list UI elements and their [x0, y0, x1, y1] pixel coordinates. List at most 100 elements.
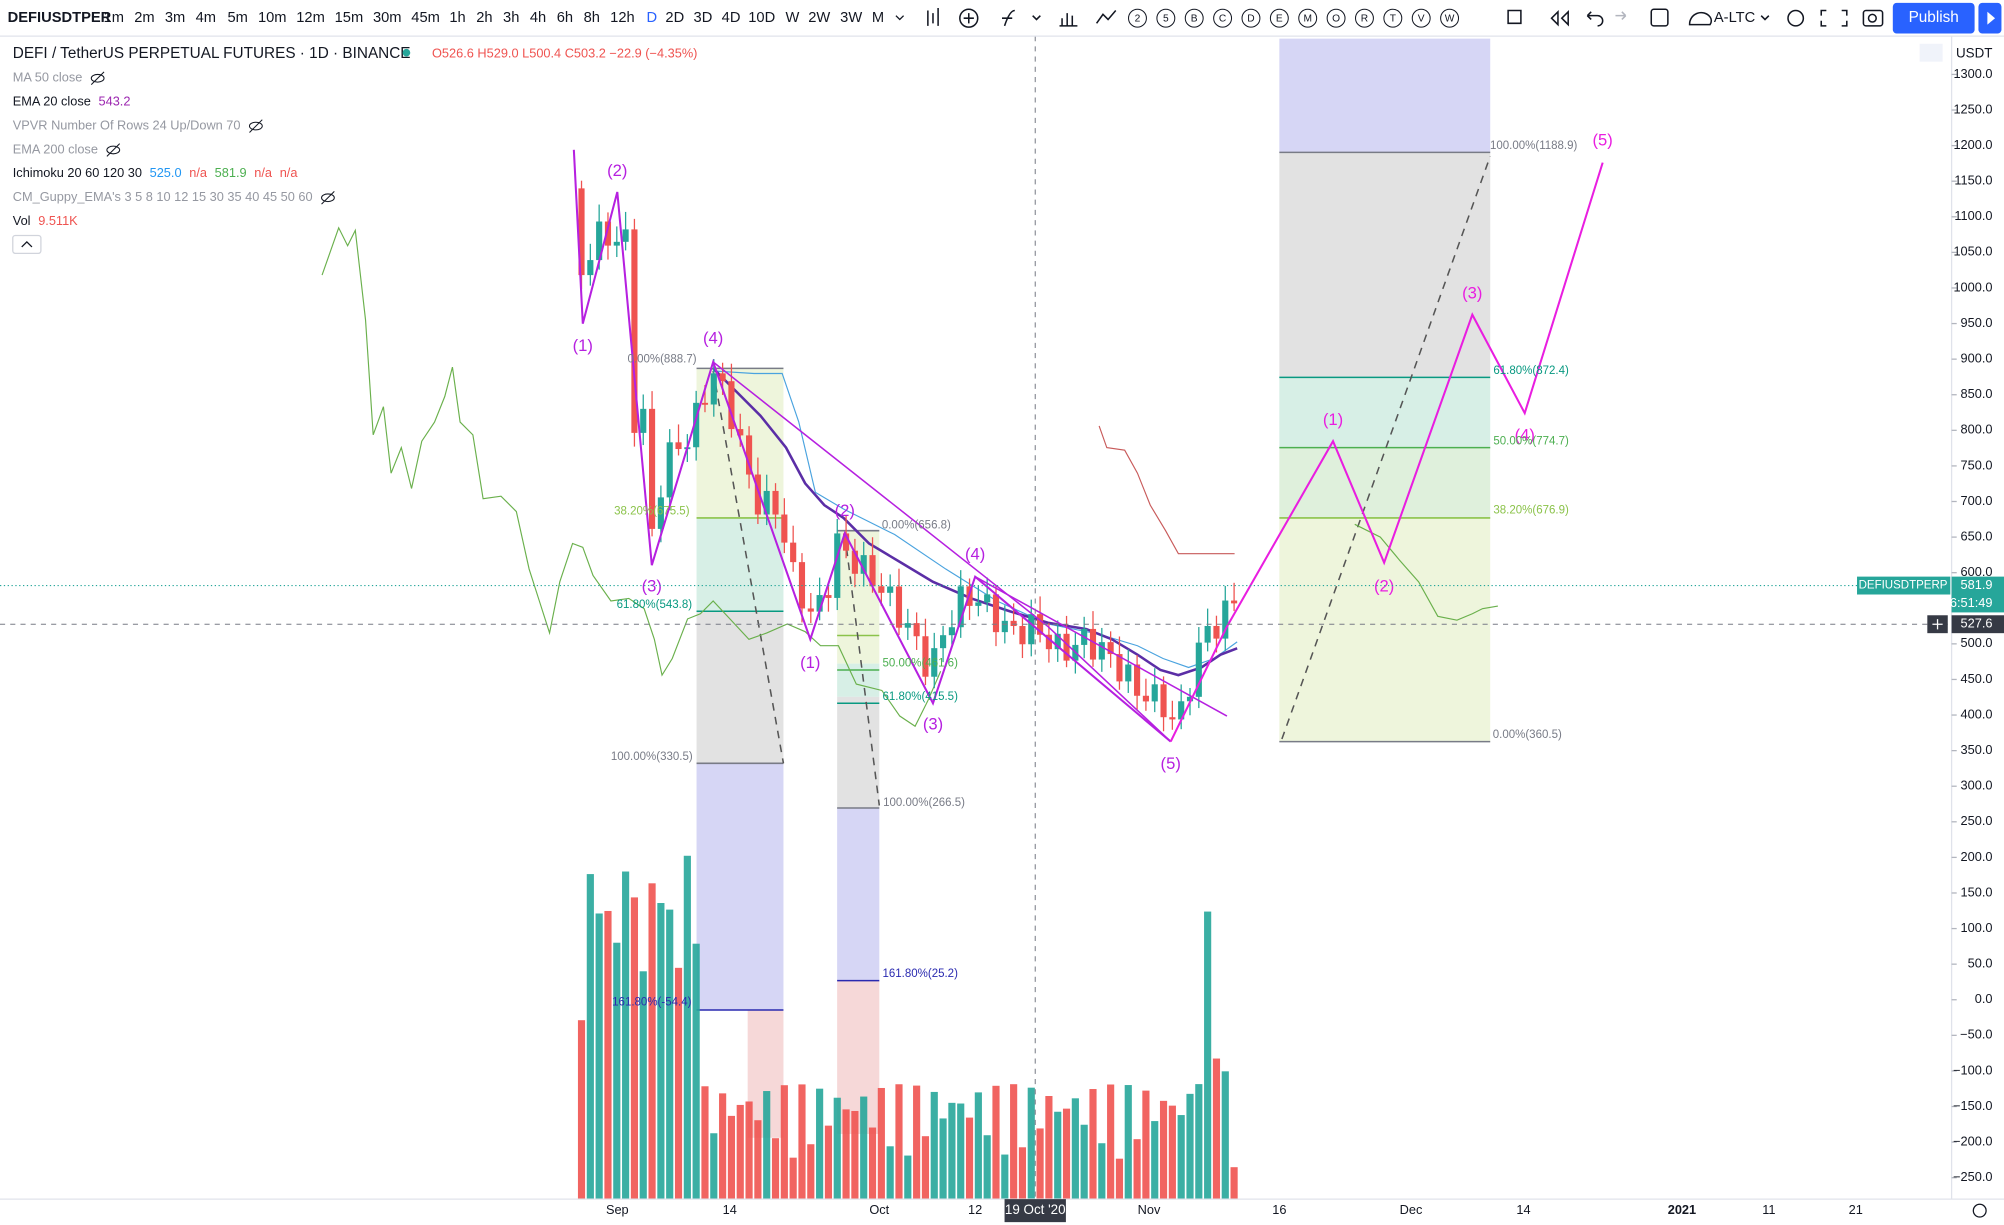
interval-button[interactable]: 45m [411, 10, 440, 26]
interval-button[interactable]: 30m [373, 10, 402, 26]
undo-icon[interactable] [1586, 11, 1604, 27]
volume-bar [886, 1146, 894, 1200]
study-template-circle[interactable] [1213, 8, 1233, 28]
fullscreen-icon[interactable] [1820, 9, 1848, 27]
interval-button[interactable]: W [785, 10, 799, 26]
candle-body [604, 221, 612, 246]
indicators-icon[interactable] [1002, 9, 1015, 27]
interval-button[interactable]: 12m [296, 10, 325, 26]
settings-icon[interactable] [1787, 9, 1805, 27]
study-template-circle[interactable] [1269, 8, 1289, 28]
interval-button[interactable]: 4h [530, 10, 546, 26]
study-template-circle[interactable] [1156, 8, 1176, 28]
publish-label[interactable]: Publish [1909, 9, 1959, 26]
interval-button[interactable]: D [647, 10, 658, 26]
study-template-letter[interactable]: B [1191, 14, 1198, 25]
snapshot-lens[interactable] [1867, 13, 1877, 23]
play-icon[interactable] [1987, 11, 1996, 25]
interval-button[interactable]: 2m [134, 10, 154, 26]
study-template-circle[interactable] [1383, 8, 1403, 28]
interval-button[interactable]: 12h [610, 10, 635, 26]
visibility-icon[interactable] [321, 193, 335, 203]
study-template-letter[interactable]: 5 [1163, 14, 1169, 25]
visibility-icon[interactable] [248, 121, 263, 131]
interval-button[interactable]: 4D [722, 10, 741, 26]
fullscreen-area-icon[interactable] [1650, 8, 1669, 27]
price-tick-label: 900.0 [1961, 351, 1993, 366]
interval-button[interactable]: 3m [165, 10, 185, 26]
study-template-circle[interactable] [1298, 8, 1318, 28]
interval-button[interactable]: 8h [584, 10, 600, 26]
layout-name[interactable]: A-LTC [1714, 10, 1756, 26]
visibility-slash[interactable] [106, 143, 121, 157]
redo-icon[interactable] [1615, 11, 1627, 21]
study-template-letter[interactable]: R [1361, 14, 1368, 25]
fib-zone [696, 611, 784, 764]
study-template-letter[interactable]: D [1247, 14, 1254, 25]
time-tick-label: 21 [1849, 1202, 1863, 1217]
visibility-slash[interactable] [249, 119, 263, 133]
interval-button[interactable]: 10D [748, 10, 775, 26]
study-template-circle[interactable] [1241, 8, 1261, 28]
study-template-circle[interactable] [1411, 8, 1431, 28]
interval-button[interactable]: 10m [258, 10, 287, 26]
collapse-arrow[interactable] [21, 240, 33, 248]
compare-icon[interactable] [959, 8, 979, 28]
collapse-button[interactable] [12, 234, 42, 255]
replay-icon[interactable] [1550, 9, 1569, 27]
study-template-letter[interactable]: M [1303, 14, 1312, 25]
snapshot-icon[interactable] [1862, 9, 1884, 27]
interval-button[interactable]: 1m [104, 10, 124, 26]
price-tick-label: −250.0 [1953, 1169, 1992, 1184]
study-template-circle[interactable] [1128, 8, 1147, 28]
interval-button[interactable]: 3D [694, 10, 713, 26]
interval-button[interactable]: 3W [840, 10, 862, 26]
study-template-letter[interactable]: T [1390, 14, 1396, 25]
crosshair-plus-sign[interactable] [1932, 619, 1943, 630]
indicator-name: EMA 20 close [13, 94, 91, 109]
price-tick-label: −200.0 [1953, 1133, 1992, 1148]
publish-button[interactable] [1892, 2, 1975, 34]
templates-icon[interactable] [1095, 10, 1117, 24]
study-template-letter[interactable]: 2 [1135, 14, 1141, 25]
candle-body [948, 627, 955, 636]
interval-button[interactable]: 2D [665, 10, 684, 26]
financials-icon[interactable] [1059, 13, 1078, 27]
dropdown[interactable] [895, 15, 905, 21]
compare-plus[interactable] [963, 13, 974, 24]
study-template-letter[interactable]: W [1445, 14, 1455, 25]
dropdown[interactable] [1760, 15, 1770, 21]
settings-icon[interactable] [1972, 1203, 1987, 1218]
chart-type-icon[interactable] [927, 7, 939, 26]
interval-button[interactable]: 15m [335, 10, 364, 26]
interval-button[interactable]: 2W [808, 10, 830, 26]
interval-button[interactable]: 4m [196, 10, 216, 26]
interval-button[interactable]: M [872, 10, 884, 26]
alert-icon[interactable] [1507, 9, 1522, 25]
visibility-slash[interactable] [90, 71, 105, 86]
cloud-icon[interactable] [1688, 11, 1713, 26]
interval-button[interactable]: 2h [476, 10, 492, 26]
study-template-letter[interactable]: V [1418, 14, 1425, 25]
visibility-icon[interactable] [90, 73, 105, 83]
study-template-circle[interactable] [1326, 8, 1346, 28]
symbol-search[interactable]: DEFIUSDTPER [8, 10, 112, 26]
study-template-circle[interactable] [1184, 8, 1204, 28]
visibility-slash[interactable] [321, 191, 335, 205]
price-axis: USDT 1300.0 1250.0 1200.0 1150.0 1100.0 1050.… [1950, 36, 1993, 1200]
study-template-letter[interactable]: O [1332, 14, 1340, 25]
interval-button[interactable]: 6h [557, 10, 573, 26]
candle-body [1213, 625, 1220, 639]
study-template-circle[interactable] [1440, 8, 1460, 28]
study-template-letter[interactable]: E [1276, 14, 1283, 25]
interval-button[interactable]: 1h [449, 10, 465, 26]
interval-button[interactable]: 3h [503, 10, 519, 26]
interval-button[interactable]: 5m [228, 10, 248, 26]
candle-body [807, 608, 814, 612]
volume-bar [1151, 1121, 1159, 1200]
study-template-letter[interactable]: C [1219, 14, 1226, 25]
study-template-circle[interactable] [1355, 8, 1374, 28]
scale-handle[interactable] [1919, 43, 1943, 62]
dropdown[interactable] [1032, 15, 1041, 21]
visibility-icon[interactable] [106, 145, 121, 155]
